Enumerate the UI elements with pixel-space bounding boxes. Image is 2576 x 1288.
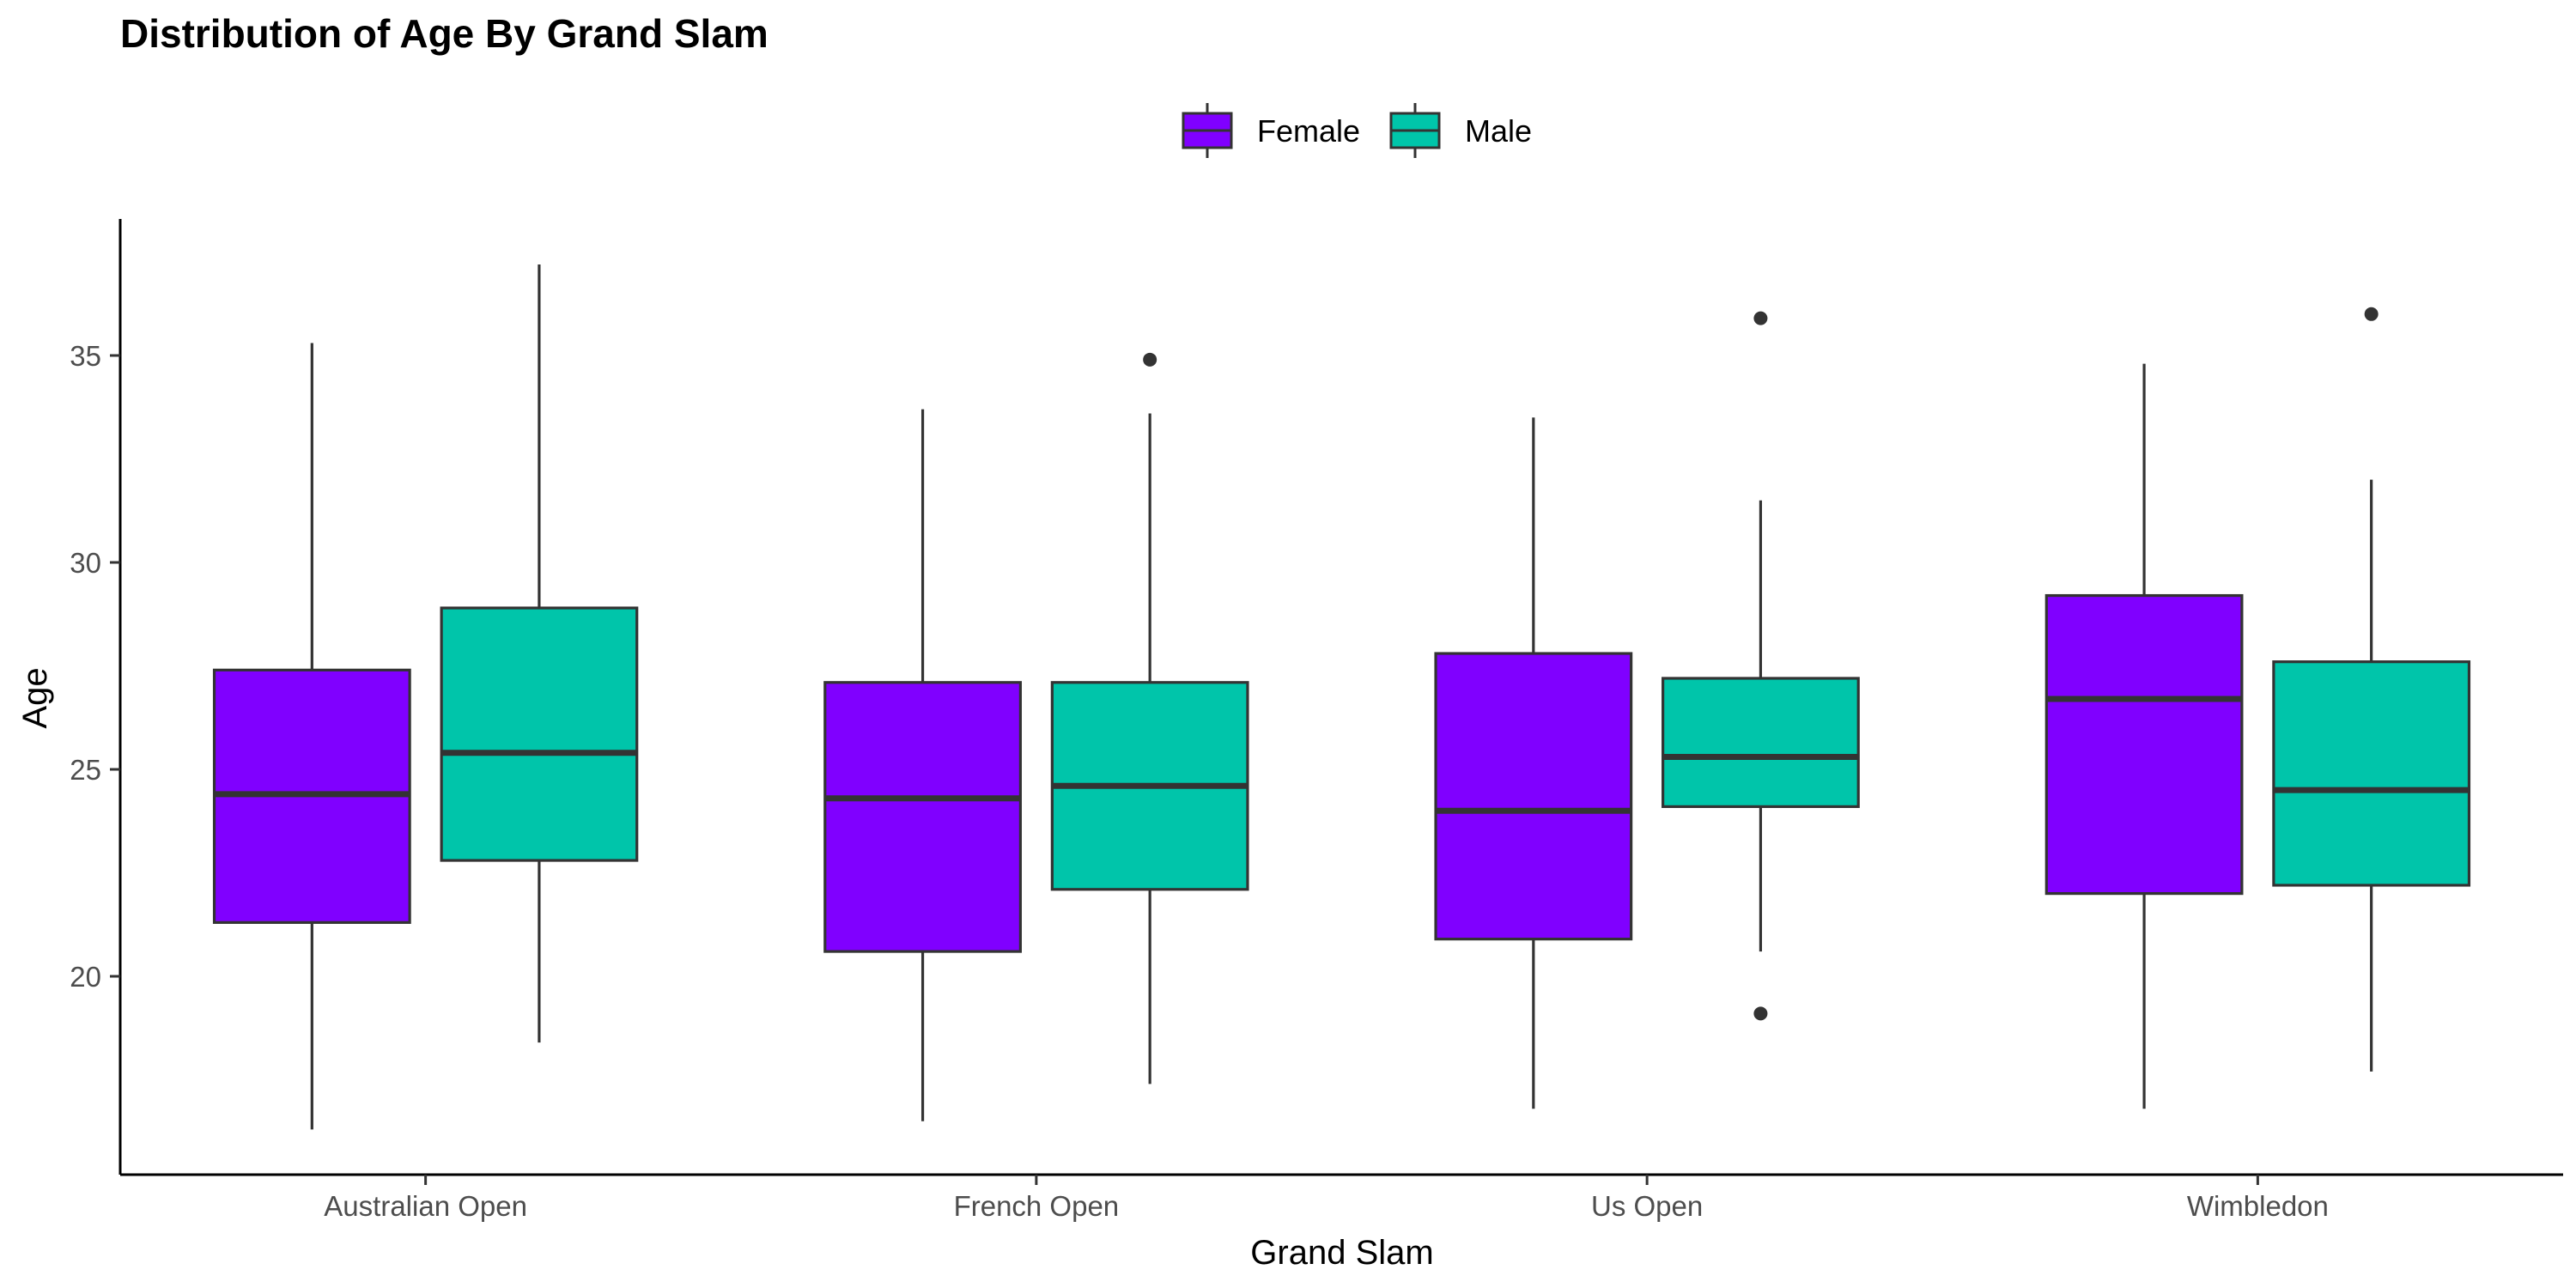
box-male-0 [440,264,639,1043]
legend-item-female: Female [1182,103,1360,158]
box-iqr [1662,677,1860,808]
box-iqr [1434,652,1633,941]
x-tick-label: Wimbledon [2187,1190,2329,1222]
legend-item-male: Male [1389,103,1532,158]
axes: Grand Slam Age 20 25 30 35 Australian Open Fr… [16,219,2563,1272]
x-axis-title: Grand Slam [1250,1234,1433,1272]
box-male-3 [2272,307,2471,1072]
legend: Female Male [1182,103,1532,158]
box-male-1 [1050,352,1249,1084]
box-female-2 [1434,417,1633,1109]
y-tick-label: 30 [70,547,101,579]
box-iqr [823,681,1022,953]
outlier-point [1753,311,1768,325]
x-tick-label: French Open [954,1190,1120,1222]
y-tick-label: 35 [70,340,101,372]
legend-label: Male [1465,113,1532,149]
outlier-point [2364,307,2379,321]
y-tick-label: 25 [70,754,101,786]
y-axis-title: Age [16,667,54,728]
y-tick-label: 20 [70,961,101,993]
box-iqr [440,606,639,862]
box-female-0 [212,343,411,1130]
plot-area [212,264,2471,1130]
box-iqr [2272,660,2471,887]
outlier-point [1143,352,1157,367]
box-male-2 [1662,311,1860,1021]
x-tick-label: Us Open [1591,1190,1703,1222]
box-iqr [2044,593,2244,896]
x-tick-label: Australian Open [324,1190,527,1222]
box-female-1 [823,409,1022,1121]
box-female-3 [2044,363,2244,1109]
legend-label: Female [1257,113,1360,149]
chart-title: Distribution of Age By Grand Slam [120,11,769,56]
outlier-point [1753,1006,1768,1021]
